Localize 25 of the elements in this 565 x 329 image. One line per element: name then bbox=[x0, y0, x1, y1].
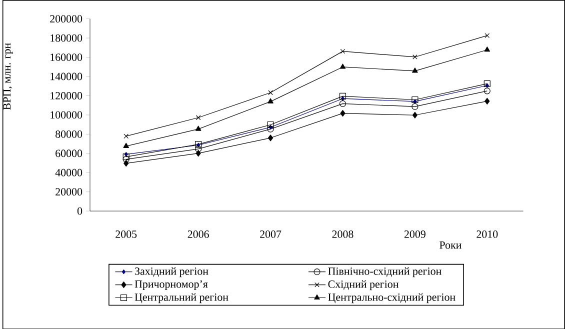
y-tick-label: 20000 bbox=[56, 188, 82, 196]
y-tick-label: 0 bbox=[77, 207, 82, 215]
y-axis-title: ВРП, млн. грн bbox=[3, 42, 13, 110]
x-axis-title: Роки bbox=[440, 241, 462, 249]
legend-label: Східний регіон bbox=[328, 280, 398, 290]
y-tick-label: 200000 bbox=[50, 14, 82, 22]
y-tick-label: 120000 bbox=[50, 92, 82, 100]
x-tick-label: 2006 bbox=[188, 230, 209, 238]
y-tick-label: 180000 bbox=[50, 34, 82, 42]
x-tick-label: 2007 bbox=[260, 230, 282, 238]
y-tick-label: 100000 bbox=[50, 111, 82, 118]
legend-label: Центральний регіон bbox=[134, 293, 228, 303]
y-tick-label: 80000 bbox=[56, 130, 82, 138]
y-tick-label: 160000 bbox=[50, 53, 82, 61]
y-tick-label: 140000 bbox=[50, 72, 82, 80]
legend-label: Центрально-східний регіон bbox=[328, 293, 456, 303]
x-tick-label: 2009 bbox=[404, 230, 426, 238]
y-tick-label: 40000 bbox=[55, 168, 82, 176]
x-tick-label: 2005 bbox=[116, 230, 137, 238]
x-tick-label: 2008 bbox=[332, 230, 354, 238]
legend-label: Західний регіон bbox=[135, 267, 208, 277]
y-tick-label: 60000 bbox=[56, 149, 82, 157]
legend-label: Причорномор’я bbox=[134, 280, 208, 290]
x-tick-label: 2010 bbox=[476, 230, 498, 238]
legend-label: Північно-східний регіон bbox=[328, 267, 442, 277]
